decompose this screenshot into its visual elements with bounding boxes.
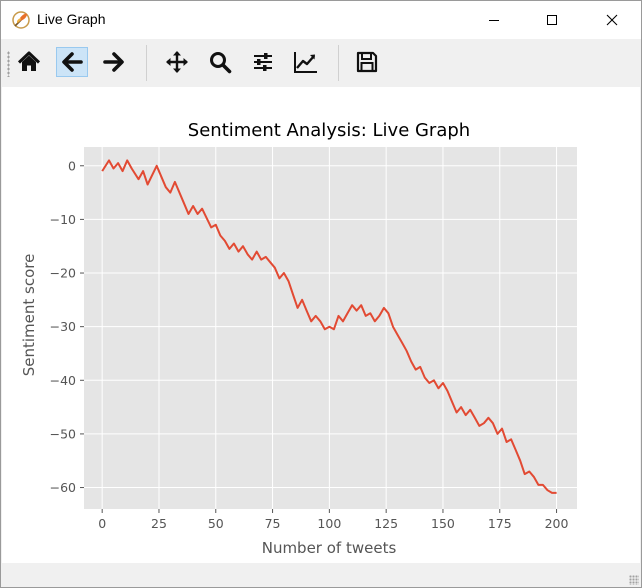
y-tick-label: −50 [50, 426, 76, 441]
grid-lines [84, 147, 577, 509]
x-tick-label: 175 [488, 516, 512, 531]
subplots-button[interactable] [247, 47, 279, 77]
x-tick-label: 0 [98, 516, 106, 531]
pan-button[interactable] [161, 47, 193, 77]
y-tick-label: −10 [50, 212, 76, 227]
back-button[interactable] [56, 47, 88, 77]
x-axis-label: Number of tweets [262, 539, 397, 557]
x-tick-label: 100 [317, 516, 341, 531]
series-line [101, 159, 557, 494]
axis-ticks: 0 25 50 75 100 125 150 175 200 0 −10 −20 −30 −40 −50 −6… [50, 158, 569, 531]
arrow-right-icon [103, 52, 124, 72]
y-axis-label: Sentiment score [20, 254, 38, 377]
maximize-button[interactable] [529, 1, 575, 39]
toolbar-separator [338, 45, 339, 81]
window-title: Live Graph [37, 11, 106, 27]
minimize-icon [489, 20, 499, 21]
magnifier-icon [210, 52, 232, 74]
toolbar-separator [146, 45, 147, 81]
y-tick-label: 0 [68, 158, 76, 173]
feather-app-icon [12, 11, 30, 29]
x-tick-label: 50 [208, 516, 224, 531]
save-button[interactable] [351, 47, 383, 77]
x-tick-label: 25 [151, 516, 167, 531]
title-bar[interactable]: Live Graph [1, 1, 641, 39]
arrow-left-icon [62, 52, 83, 72]
forward-button[interactable] [98, 47, 130, 77]
x-tick-label: 150 [431, 516, 455, 531]
navigation-toolbar [1, 39, 641, 87]
y-tick-label: −40 [50, 373, 76, 388]
x-tick-label: 200 [545, 516, 569, 531]
figure-canvas[interactable]: 0 25 50 75 100 125 150 175 200 0 −10 −20 −30 −40 −50 −6… [2, 87, 640, 563]
chart-title: Sentiment Analysis: Live Graph [188, 120, 470, 141]
home-button[interactable] [13, 47, 45, 77]
resize-grip[interactable] [629, 575, 639, 585]
sentiment-chart[interactable]: 0 25 50 75 100 125 150 175 200 0 −10 −20 −30 −40 −50 −6… [2, 87, 640, 563]
x-tick-label: 125 [374, 516, 398, 531]
zoom-button[interactable] [204, 47, 236, 77]
y-tick-label: −30 [50, 319, 76, 334]
edit-axis-button[interactable] [290, 47, 322, 77]
status-bar [1, 563, 641, 587]
y-tick-label: −20 [50, 266, 76, 281]
move-icon [166, 51, 188, 73]
y-tick-label: −60 [50, 480, 76, 495]
minimize-button[interactable] [471, 1, 517, 39]
home-icon [17, 51, 41, 71]
floppy-disk-icon [356, 51, 378, 73]
sliders-icon [254, 53, 272, 71]
maximize-icon [547, 15, 557, 25]
x-tick-label: 75 [265, 516, 281, 531]
close-icon [606, 14, 618, 26]
toolbar-grip[interactable] [7, 51, 10, 77]
line-chart-icon [294, 52, 317, 73]
close-button[interactable] [589, 1, 635, 39]
